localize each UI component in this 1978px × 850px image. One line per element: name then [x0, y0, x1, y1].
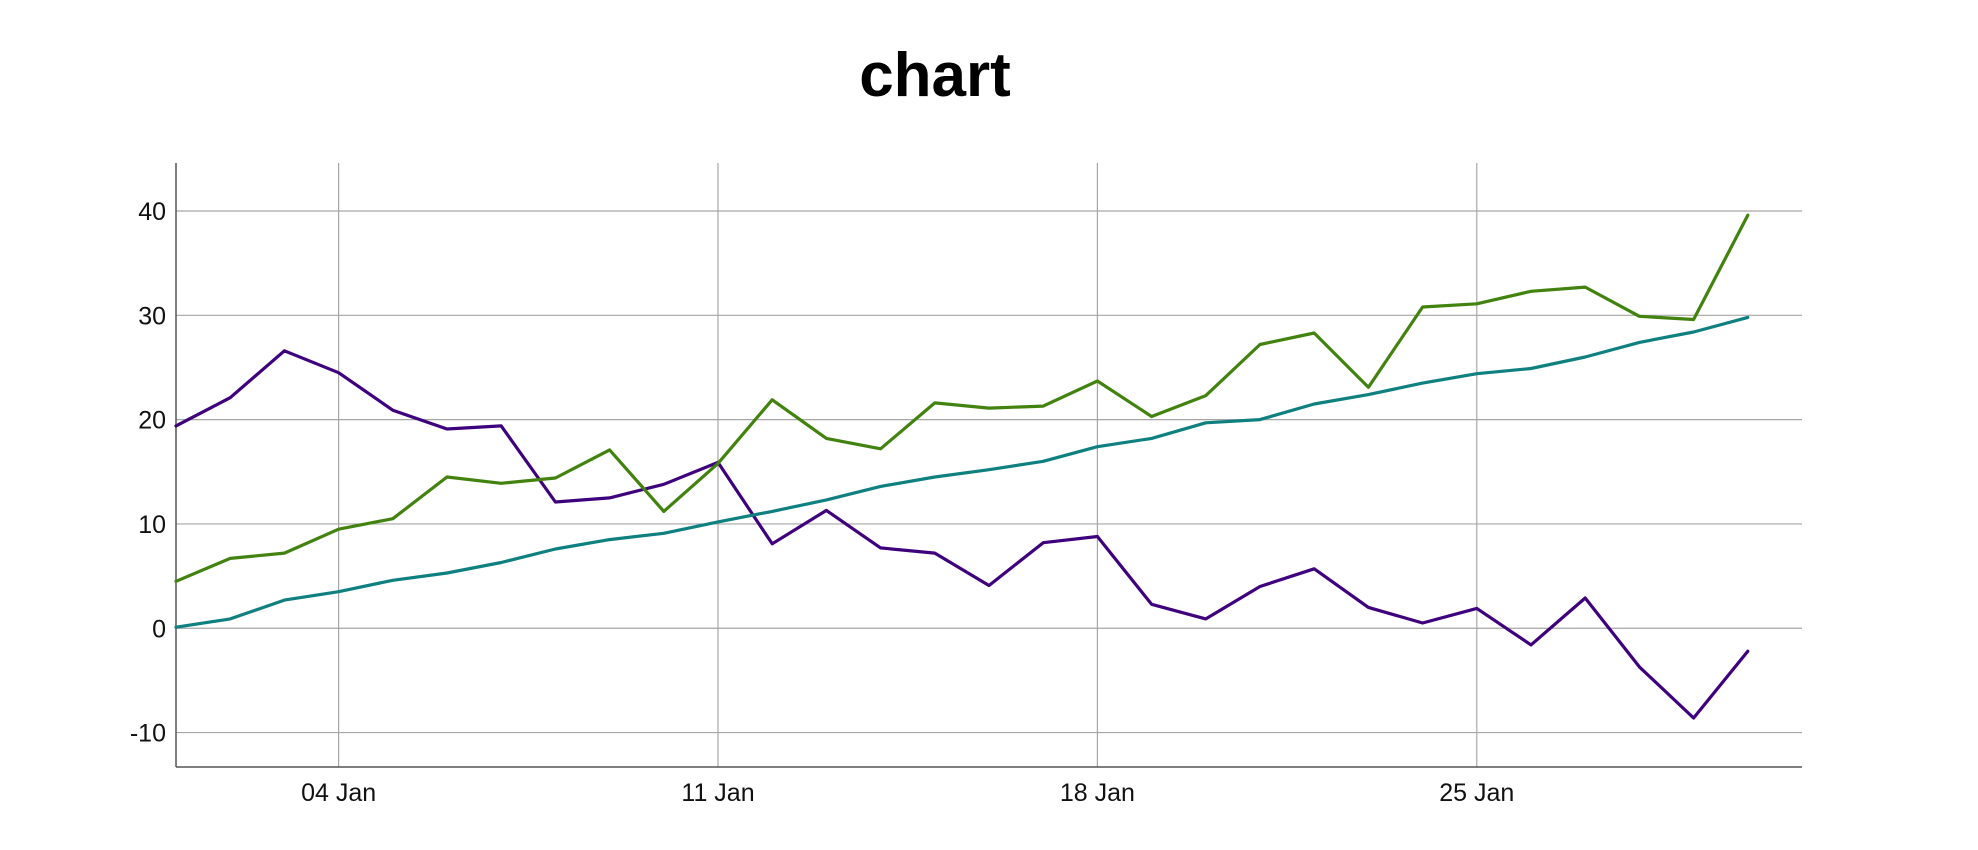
series-line-1 — [174, 349, 1750, 720]
grid — [176, 163, 1802, 767]
axes — [175, 163, 1802, 768]
x-tick-label: 25 Jan — [1439, 779, 1514, 807]
chart-title: chart — [859, 41, 1011, 110]
series-lines — [174, 213, 1750, 720]
y-tick-label: 30 — [138, 302, 166, 330]
y-axis-ticks: -10 0 10 20 30 40 — [130, 198, 166, 748]
y-tick-label: 10 — [138, 511, 166, 539]
x-axis-ticks: 04 Jan 11 Jan 18 Jan 25 Jan — [301, 779, 1514, 807]
y-tick-label: 20 — [138, 407, 166, 435]
x-tick-label: 11 Jan — [681, 779, 754, 807]
y-tick-label: 0 — [152, 615, 166, 643]
y-tick-label: 40 — [138, 198, 166, 226]
series-line-2 — [174, 213, 1750, 583]
y-tick-label: -10 — [130, 720, 166, 748]
x-tick-label: 04 Jan — [301, 779, 376, 807]
series-line-3 — [174, 315, 1750, 629]
x-tick-label: 18 Jan — [1060, 779, 1135, 807]
